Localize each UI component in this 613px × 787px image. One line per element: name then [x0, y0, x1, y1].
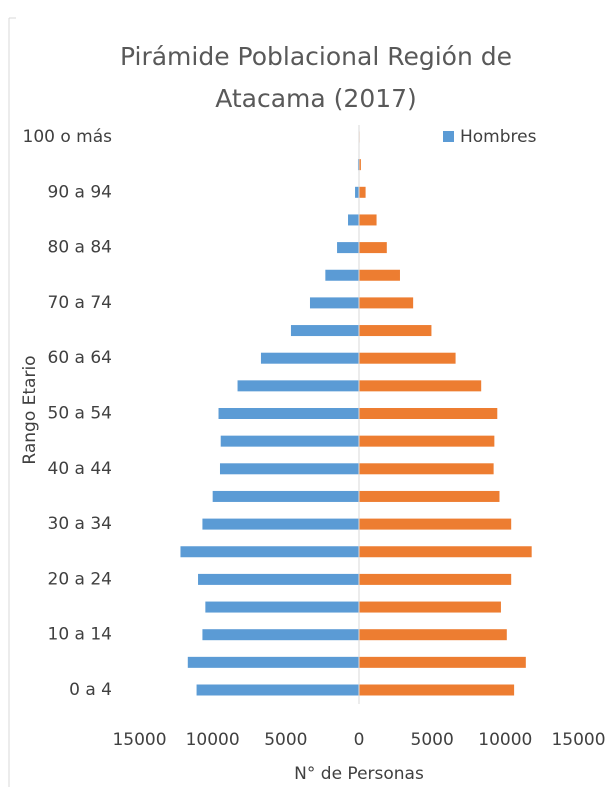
bar [359, 684, 515, 696]
x-tick-label: 10000 [186, 730, 240, 750]
bar [359, 573, 512, 585]
y-tick-label: 10 a 14 [48, 625, 113, 645]
bar [348, 214, 359, 226]
bar [290, 325, 359, 337]
bar [359, 490, 500, 502]
bar [309, 297, 359, 309]
bar [359, 297, 414, 309]
x-tick-label: 15000 [551, 730, 605, 750]
bar [355, 186, 359, 198]
bar [359, 408, 498, 419]
bar [359, 214, 377, 226]
y-tick-label: 20 a 24 [48, 569, 113, 589]
bar [218, 408, 359, 419]
bar [359, 269, 400, 281]
x-tick-label: 5000 [411, 730, 454, 750]
y-tick-label: 60 a 64 [48, 348, 113, 368]
bar [196, 684, 359, 696]
bar [359, 546, 532, 558]
bar [337, 242, 359, 254]
bar [219, 463, 359, 475]
x-axis-label: N° de Personas [294, 764, 424, 784]
bar [202, 518, 359, 530]
bar [359, 518, 512, 530]
bar [212, 490, 359, 502]
bar [359, 629, 507, 641]
bar [359, 435, 495, 447]
y-tick-label: 0 a 4 [69, 680, 112, 700]
y-tick-label: 100 o más [23, 127, 113, 147]
bar [198, 573, 359, 585]
bar [187, 656, 359, 668]
bar [359, 242, 387, 254]
bar [180, 546, 359, 558]
bar [260, 352, 359, 364]
y-tick-label: 40 a 44 [48, 459, 113, 479]
bar [359, 186, 366, 198]
legend-swatch [443, 131, 454, 142]
y-axis-label: Rango Etario [20, 355, 40, 464]
bar [359, 325, 432, 337]
bar [237, 380, 359, 392]
legend-label: Hombres [460, 127, 537, 147]
bar [357, 159, 359, 171]
bar [359, 656, 526, 668]
x-tick-label: 10000 [478, 730, 532, 750]
chart-title: Pirámide Poblacional Región de Atacama (… [119, 42, 512, 113]
y-tick-label: 30 a 34 [48, 514, 113, 534]
bar [205, 601, 359, 613]
x-tick-label: 5000 [264, 730, 307, 750]
y-tick-label: 50 a 54 [48, 404, 113, 424]
bar [325, 269, 359, 281]
bar [359, 601, 501, 613]
bar [359, 380, 482, 392]
x-tick-label: 15000 [112, 730, 166, 750]
y-tick-label: 70 a 74 [48, 293, 113, 313]
bar [220, 435, 359, 447]
x-tick-label: 0 [354, 730, 365, 750]
y-tick-label: 90 a 94 [48, 182, 113, 202]
bar [359, 463, 494, 475]
bar [202, 629, 359, 641]
bar [359, 352, 456, 364]
bar [359, 159, 361, 171]
y-tick-label: 80 a 84 [48, 238, 113, 258]
